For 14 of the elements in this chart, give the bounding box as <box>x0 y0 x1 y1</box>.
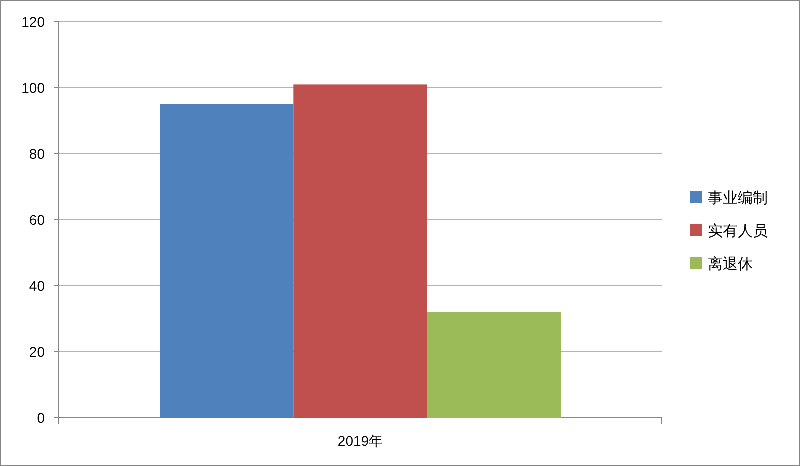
legend-label: 实有人员 <box>708 223 768 240</box>
y-tick-label: 120 <box>22 14 46 30</box>
bar <box>160 104 294 418</box>
y-tick-label: 40 <box>29 278 46 294</box>
legend-label: 离退休 <box>708 256 753 273</box>
bar <box>294 84 428 418</box>
y-tick-label: 60 <box>29 212 46 228</box>
y-tick-label: 20 <box>29 344 46 360</box>
y-tick-label: 100 <box>22 80 46 96</box>
y-tick-label: 80 <box>29 146 46 162</box>
bar <box>427 312 561 418</box>
x-tick-label: 2019年 <box>338 433 384 449</box>
legend-label: 事业编制 <box>708 190 768 207</box>
y-tick-label: 0 <box>37 410 46 426</box>
